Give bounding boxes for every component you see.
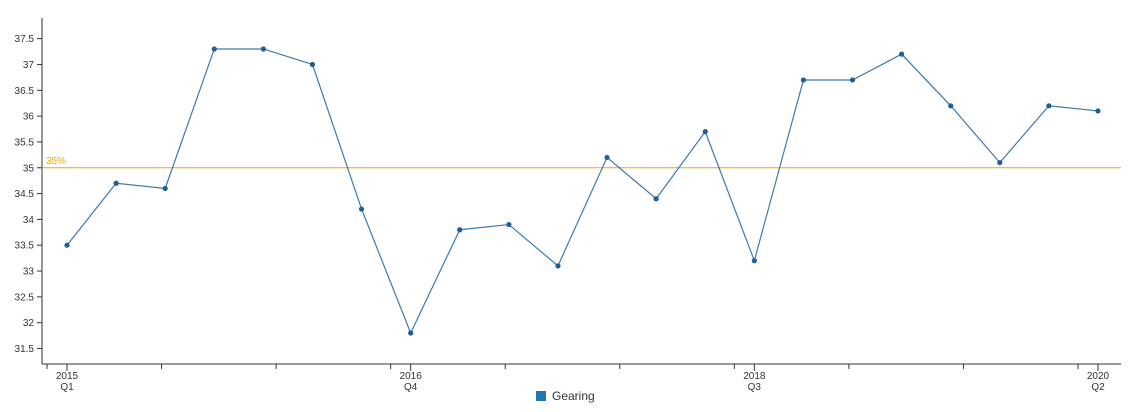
x-tick-label-quarter: Q3 xyxy=(748,382,762,393)
data-point xyxy=(653,196,659,202)
y-tick-label: 35.5 xyxy=(15,137,35,148)
y-tick-label: 33 xyxy=(23,267,35,278)
y-axis: 31.5 32 32.5 33 33.5 34 34.5 35 35.5 36 36.5 37 37.5 xyxy=(15,18,43,364)
x-tick-label-quarter: Q4 xyxy=(404,382,418,393)
data-point xyxy=(64,242,70,248)
y-tick-label: 36.5 xyxy=(15,86,35,97)
reference-line-label: 35% xyxy=(46,156,66,167)
y-tick-label: 37.5 xyxy=(15,34,35,45)
data-point xyxy=(849,77,856,83)
data-point xyxy=(1095,108,1101,114)
data-point xyxy=(457,227,463,233)
data-point xyxy=(899,51,905,57)
y-tick-label: 32 xyxy=(23,318,35,329)
legend-label-gearing: Gearing xyxy=(552,389,595,403)
y-tick-label: 34 xyxy=(23,215,35,226)
series-gearing xyxy=(64,46,1101,336)
data-point xyxy=(1046,103,1052,109)
y-tick-label: 33.5 xyxy=(15,241,35,252)
data-point xyxy=(702,129,708,135)
data-point xyxy=(162,185,168,192)
x-tick-label-quarter: Q2 xyxy=(1091,382,1105,393)
data-point xyxy=(997,159,1003,166)
reference-line-group: 35% xyxy=(42,156,1121,169)
data-point xyxy=(358,206,365,212)
x-tick-label-year: 2015 xyxy=(56,371,79,382)
legend-swatch xyxy=(536,391,546,401)
data-point xyxy=(506,221,512,228)
y-tick-label: 31.5 xyxy=(15,344,35,355)
x-tick-label-quarter: Q1 xyxy=(60,382,74,393)
y-tick-label: 32.5 xyxy=(15,292,35,303)
data-point xyxy=(260,46,266,52)
y-tick-label: 36 xyxy=(23,112,35,123)
data-point xyxy=(211,46,217,52)
data-point xyxy=(604,154,610,161)
legend[interactable]: Gearing xyxy=(536,389,595,403)
x-tick-label-year: 2018 xyxy=(743,371,766,382)
x-tick-label-year: 2020 xyxy=(1087,371,1110,382)
x-tick-label-year: 2016 xyxy=(400,371,423,382)
data-point xyxy=(408,330,414,336)
data-point xyxy=(555,263,561,269)
y-tick-label: 37 xyxy=(23,60,35,71)
data-point xyxy=(113,180,119,186)
data-point xyxy=(309,61,316,68)
series-line xyxy=(66,48,1099,335)
data-point xyxy=(751,258,757,264)
data-point xyxy=(800,77,807,83)
y-tick-label: 35 xyxy=(23,163,35,174)
y-tick-label: 34.5 xyxy=(15,189,35,200)
data-point xyxy=(948,103,954,109)
